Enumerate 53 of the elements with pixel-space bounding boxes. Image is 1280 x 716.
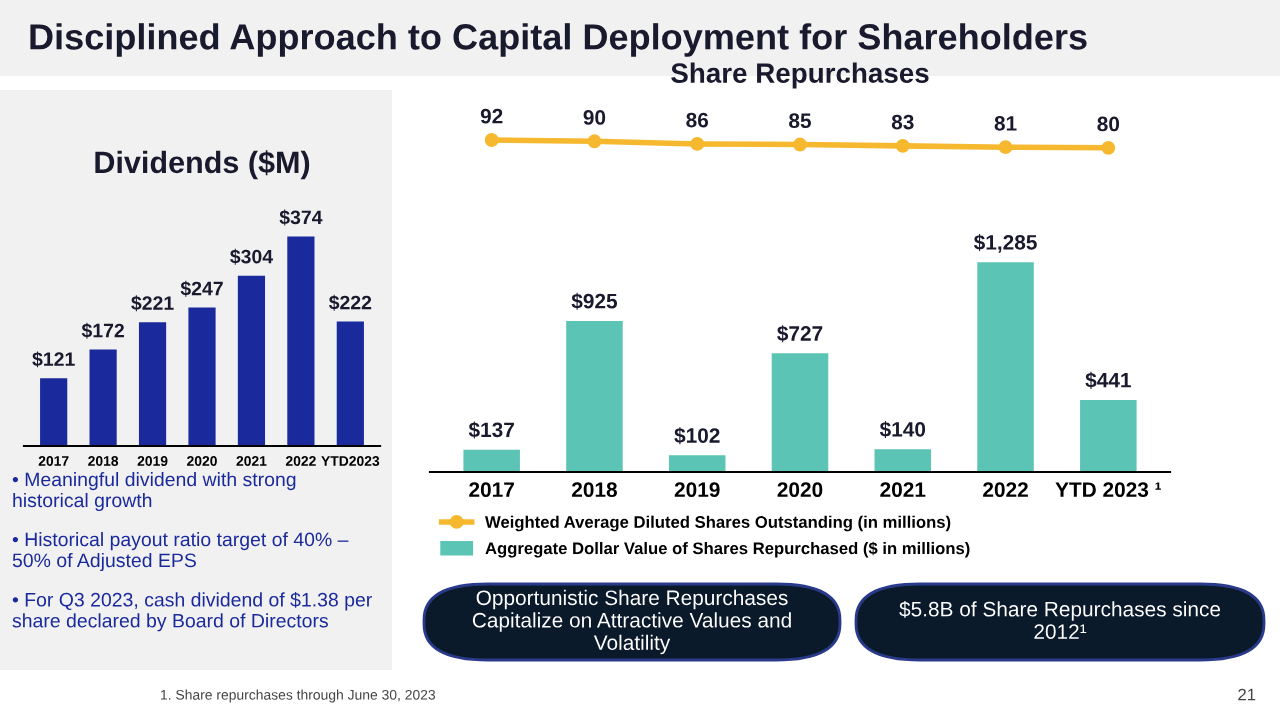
text: • Historical payout ratio target of 40% – 50% of Adjusted EPS xyxy=(12,532,349,572)
data-label: 83 xyxy=(891,114,914,130)
x-tick-label: 2017 xyxy=(469,482,514,498)
x-tick-label: 2021 xyxy=(880,482,926,498)
data-label: $727 xyxy=(777,325,823,343)
data-label: 90 xyxy=(583,110,606,125)
bar xyxy=(287,236,315,446)
bar xyxy=(566,320,623,472)
bar xyxy=(463,449,520,472)
bar xyxy=(336,321,364,446)
data-label: $172 xyxy=(81,322,124,339)
bar xyxy=(1080,399,1137,472)
bar xyxy=(138,322,167,446)
x-tick-label: 2020 xyxy=(777,482,823,498)
bar xyxy=(40,378,68,446)
x-tick-label: YTD 2023 ¹ xyxy=(1055,482,1161,498)
x-tick-label: 2019 xyxy=(674,482,720,498)
data-label: 92 xyxy=(480,108,503,124)
bar xyxy=(977,262,1034,472)
data-label: $121 xyxy=(32,351,75,368)
chart-title: Share Repurchases xyxy=(671,62,929,89)
text: • For Q3 2023, cash dividend of $1.38 per share declared by Board of Directors xyxy=(12,592,372,632)
x-tick-label: 2022 xyxy=(983,482,1028,498)
data-label: $374 xyxy=(279,209,323,226)
text: 21 xyxy=(1238,688,1256,701)
data-label: 86 xyxy=(686,112,709,128)
text: $5.8B of Share Repurchases since 2012¹ xyxy=(899,600,1221,639)
bar xyxy=(237,275,266,446)
legend-label: Weighted Average Diluted Shares Outstanding (in millions) xyxy=(485,515,951,532)
data-label: 85 xyxy=(789,113,812,129)
data-label: $137 xyxy=(468,421,514,439)
data-label: $102 xyxy=(674,427,720,445)
bar xyxy=(89,349,117,446)
data-label: 80 xyxy=(1097,116,1120,132)
text: Disciplined Approach to Capital Deployment for Shareholders xyxy=(30,23,1087,57)
legend-label: Aggregate Dollar Value of Shares Repurchased ($ in millions) xyxy=(485,541,970,558)
data-label: $1,285 xyxy=(973,234,1037,253)
bar xyxy=(874,449,932,472)
text: Opportunistic Share Repurchases Capitalize on Attractive Values and Volatility xyxy=(472,589,791,655)
bar xyxy=(188,307,216,446)
data-label: $222 xyxy=(328,294,372,311)
text: • Meaningful dividend with strong historical growth xyxy=(12,472,296,512)
bar xyxy=(668,455,726,472)
data-label: $140 xyxy=(879,421,926,439)
data-label: $925 xyxy=(571,292,618,310)
data-label: $441 xyxy=(1085,371,1131,389)
x-tick-label: 2018 xyxy=(572,482,617,498)
data-label: $247 xyxy=(180,280,223,297)
data-label: $304 xyxy=(230,248,273,265)
chart-title: Dividends ($M) xyxy=(95,150,310,180)
bar xyxy=(771,353,829,472)
data-label: $221 xyxy=(131,295,174,312)
data-label: 81 xyxy=(994,115,1017,131)
